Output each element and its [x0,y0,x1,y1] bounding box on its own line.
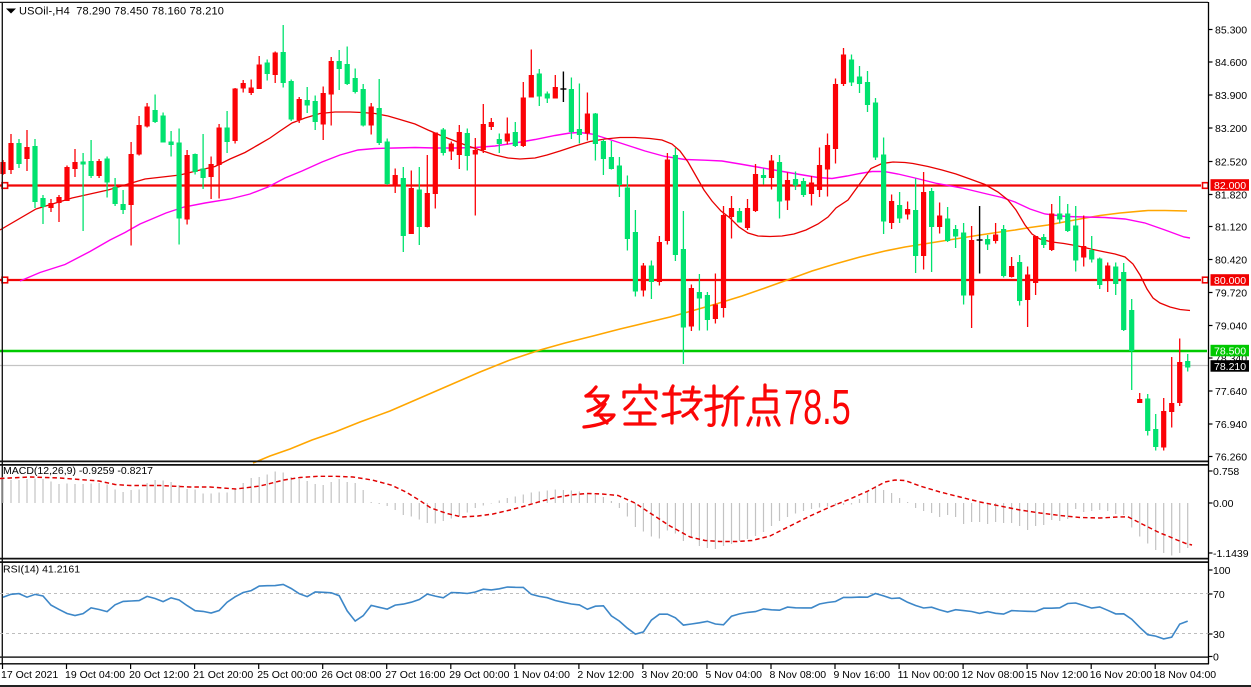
svg-text:-1.1439: -1.1439 [1213,548,1249,560]
svg-text:77.640: 77.640 [1215,386,1247,398]
svg-text:83.200: 83.200 [1215,123,1247,135]
svg-text:5 Nov 04:00: 5 Nov 04:00 [705,669,762,681]
svg-text:78.210: 78.210 [1214,361,1246,373]
svg-text:85.300: 85.300 [1215,24,1247,36]
svg-text:83.900: 83.900 [1215,90,1247,102]
svg-text:15 Nov 12:00: 15 Nov 12:00 [1026,669,1089,681]
svg-text:30: 30 [1213,629,1225,641]
svg-text:82.000: 82.000 [1214,180,1246,192]
svg-text:RSI(14) 41.2161: RSI(14) 41.2161 [3,564,80,576]
svg-text:3 Nov 20:00: 3 Nov 20:00 [641,669,698,681]
svg-text:11 Nov 00:00: 11 Nov 00:00 [898,669,960,681]
svg-text:78.500: 78.500 [1214,346,1246,358]
svg-text:81.820: 81.820 [1215,189,1247,201]
svg-text:1 Nov 04:00: 1 Nov 04:00 [513,669,570,681]
svg-text:MACD(12,26,9) -0.9259 -0.8217: MACD(12,26,9) -0.9259 -0.8217 [3,465,153,477]
svg-text:81.120: 81.120 [1215,221,1247,233]
svg-text:USOil-,H4 78.290 78.450 78.16: USOil-,H4 78.290 78.450 78.160 78.210 [19,6,224,18]
svg-text:27 Oct 16:00: 27 Oct 16:00 [385,669,445,681]
svg-text:19 Oct 04:00: 19 Oct 04:00 [65,669,125,681]
svg-text:25 Oct 00:00: 25 Oct 00:00 [257,669,317,681]
svg-text:76.940: 76.940 [1215,419,1247,431]
svg-text:82.520: 82.520 [1215,156,1247,168]
svg-text:29 Oct 00:00: 29 Oct 00:00 [449,669,509,681]
svg-text:80.000: 80.000 [1214,275,1246,287]
svg-text:17 Oct 2021: 17 Oct 2021 [1,669,58,681]
svg-text:0.758: 0.758 [1213,466,1239,478]
svg-text:76.260: 76.260 [1215,451,1247,463]
svg-text:21 Oct 20:00: 21 Oct 20:00 [193,669,253,681]
svg-text:79.720: 79.720 [1215,287,1247,299]
svg-text:0.00: 0.00 [1213,498,1234,510]
svg-text:70: 70 [1213,589,1225,601]
svg-text:79.040: 79.040 [1215,320,1247,332]
svg-text:2 Nov 12:00: 2 Nov 12:00 [577,669,634,681]
svg-text:8 Nov 08:00: 8 Nov 08:00 [770,669,827,681]
svg-text:26 Oct 08:00: 26 Oct 08:00 [321,669,381,681]
svg-text:9 Nov 16:00: 9 Nov 16:00 [834,669,891,681]
svg-text:84.600: 84.600 [1215,57,1247,69]
svg-text:78.5: 78.5 [784,380,851,434]
svg-text:0: 0 [1213,651,1219,663]
svg-text:16 Nov 20:00: 16 Nov 20:00 [1090,669,1153,681]
svg-text:80.420: 80.420 [1215,254,1247,266]
svg-text:18 Nov 04:00: 18 Nov 04:00 [1154,669,1217,681]
svg-text:20 Oct 12:00: 20 Oct 12:00 [129,669,189,681]
svg-text:100: 100 [1213,565,1231,577]
svg-text:12 Nov 08:00: 12 Nov 08:00 [962,669,1025,681]
